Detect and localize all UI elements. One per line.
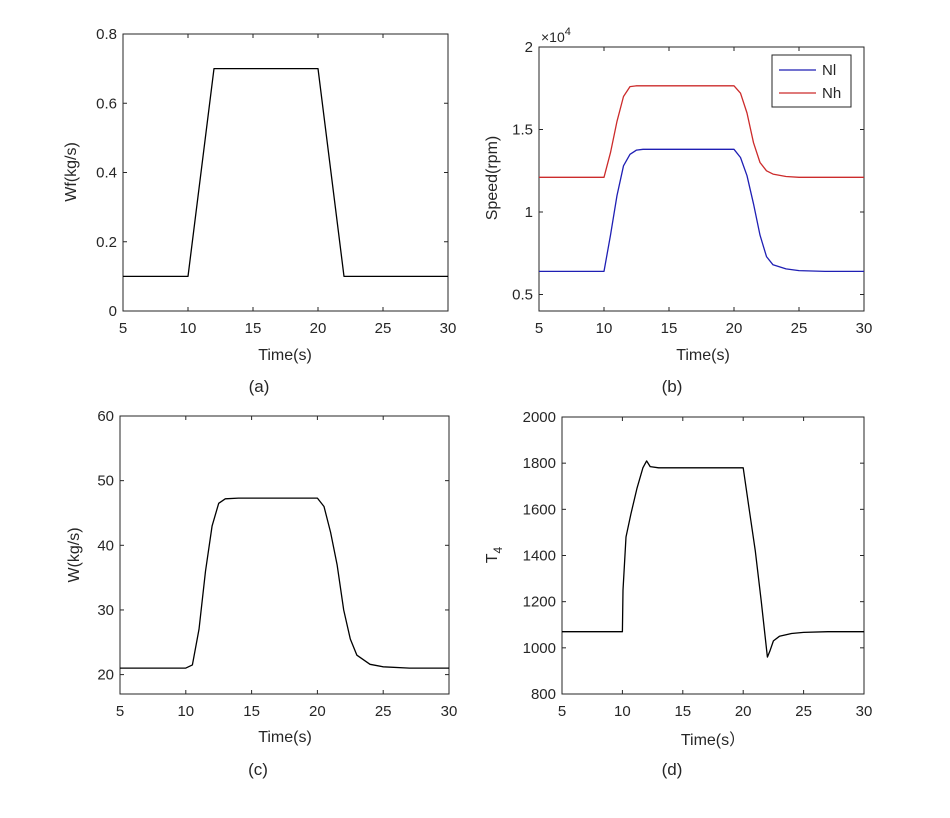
y-tick-label: 30 bbox=[97, 602, 114, 619]
x-tick-label: 15 bbox=[674, 703, 691, 720]
y-tick-label: 1400 bbox=[523, 548, 556, 565]
x-tick-label: 25 bbox=[791, 320, 808, 337]
x-tick-label: 30 bbox=[856, 320, 873, 337]
x-tick-label: 5 bbox=[558, 703, 566, 720]
x-tick-label: 25 bbox=[375, 320, 392, 337]
plot-area-frame bbox=[119, 415, 450, 695]
x-axis-label: Time(s) bbox=[258, 347, 312, 364]
x-axis-label: Time(s) bbox=[258, 729, 312, 746]
y-axis-label-subscript: 4 bbox=[491, 546, 505, 553]
series-line-t4 bbox=[562, 460, 864, 658]
x-tick-label: 5 bbox=[116, 703, 124, 720]
x-tick-labels: 5 10 15 20 25 30 bbox=[119, 34, 457, 337]
x-tick-label: 20 bbox=[309, 703, 326, 720]
y-multiplier-base: ×10 bbox=[541, 29, 565, 45]
x-tick-labels: 5 10 15 20 25 30 bbox=[558, 417, 873, 720]
plot-area-frame bbox=[561, 416, 865, 695]
y-tick-label: 1600 bbox=[523, 501, 556, 518]
x-tick-label: 20 bbox=[726, 320, 743, 337]
y-tick-label: 2 bbox=[525, 39, 533, 56]
y-tick-label: 0.5 bbox=[512, 287, 533, 304]
series-line-nl bbox=[539, 148, 864, 273]
panel-caption: (d) bbox=[662, 760, 683, 779]
y-tick-label: 0 bbox=[109, 303, 117, 320]
y-tick-labels: 20 30 40 50 60 bbox=[97, 408, 449, 684]
y-multiplier-exponent: 4 bbox=[565, 26, 571, 38]
y-tick-label: 1.5 bbox=[512, 122, 533, 139]
series-marks bbox=[539, 85, 864, 273]
y-multiplier: ×104 bbox=[541, 26, 571, 45]
x-tick-label: 15 bbox=[245, 320, 262, 337]
panel-b: 0.5 1 1.5 2 5 10 15 20 25 30 ×104 Time(s) Speed(… bbox=[484, 26, 872, 396]
y-tick-label: 20 bbox=[97, 667, 114, 684]
x-tick-label: 15 bbox=[661, 320, 678, 337]
y-tick-label: 800 bbox=[531, 686, 556, 703]
x-tick-label: 15 bbox=[243, 703, 260, 720]
plot-area-frame bbox=[538, 46, 865, 312]
x-tick-label: 10 bbox=[596, 320, 613, 337]
x-tick-label: 25 bbox=[375, 703, 392, 720]
y-tick-labels: 0.5 1 1.5 2 bbox=[512, 39, 864, 304]
x-tick-label: 30 bbox=[856, 703, 873, 720]
y-tick-label: 0.2 bbox=[96, 234, 117, 251]
y-tick-label: 1 bbox=[525, 204, 533, 221]
x-tick-labels: 5 10 15 20 25 30 bbox=[535, 47, 873, 337]
x-axis-label: Time(s） bbox=[681, 731, 745, 749]
x-tick-label: 20 bbox=[310, 320, 327, 337]
series-marks bbox=[562, 460, 864, 658]
y-tick-label: 40 bbox=[97, 537, 114, 554]
legend-label-nh: Nh bbox=[822, 85, 841, 102]
panel-caption: (b) bbox=[662, 377, 683, 396]
x-tick-label: 10 bbox=[177, 703, 194, 720]
x-tick-labels: 5 10 15 20 25 30 bbox=[116, 416, 458, 720]
y-tick-label: 1800 bbox=[523, 455, 556, 472]
panel-a: 0 0.2 0.4 0.6 0.8 5 10 15 20 25 30 Time(s) Wf(kg/… bbox=[63, 26, 456, 396]
x-tick-label: 20 bbox=[735, 703, 752, 720]
series-line-wf bbox=[123, 67, 448, 278]
y-tick-label: 0.8 bbox=[96, 26, 117, 43]
series-line-w bbox=[120, 497, 449, 669]
y-tick-labels: 0 0.2 0.4 0.6 0.8 bbox=[96, 26, 448, 320]
panel-caption: (a) bbox=[249, 377, 270, 396]
y-tick-label: 1200 bbox=[523, 594, 556, 611]
x-tick-label: 5 bbox=[119, 320, 127, 337]
series-marks bbox=[120, 497, 449, 669]
y-tick-label: 60 bbox=[97, 408, 114, 425]
y-tick-labels: 800 1000 1200 1400 1600 1800 2000 bbox=[523, 409, 864, 703]
y-tick-label: 50 bbox=[97, 473, 114, 490]
y-axis-label: W(kg/s) bbox=[66, 527, 83, 582]
y-tick-label: 1000 bbox=[523, 640, 556, 657]
legend: Nl Nh bbox=[771, 54, 852, 108]
y-axis-label: Wf(kg/s) bbox=[63, 142, 80, 202]
y-tick-label: 0.6 bbox=[96, 95, 117, 112]
plot-area-frame bbox=[122, 33, 449, 312]
y-axis-label: T4 bbox=[484, 546, 505, 563]
legend-box bbox=[771, 54, 852, 108]
series-marks bbox=[123, 67, 448, 278]
panel-caption: (c) bbox=[248, 760, 268, 779]
x-tick-label: 5 bbox=[535, 320, 543, 337]
x-tick-label: 25 bbox=[795, 703, 812, 720]
y-tick-label: 2000 bbox=[523, 409, 556, 426]
x-tick-label: 30 bbox=[441, 703, 458, 720]
panel-c: 20 30 40 50 60 5 10 15 20 25 30 Time(s) W(kg/s) (… bbox=[66, 408, 457, 779]
series-line-nh bbox=[539, 85, 864, 178]
x-tick-label: 30 bbox=[440, 320, 457, 337]
y-tick-label: 0.4 bbox=[96, 165, 117, 182]
y-axis-label: Speed(rpm) bbox=[484, 136, 501, 220]
y-axis-label-main: T bbox=[484, 553, 501, 563]
x-tick-label: 10 bbox=[180, 320, 197, 337]
x-tick-label: 10 bbox=[614, 703, 631, 720]
legend-label-nl: Nl bbox=[822, 62, 836, 79]
x-axis-label: Time(s) bbox=[676, 347, 730, 364]
